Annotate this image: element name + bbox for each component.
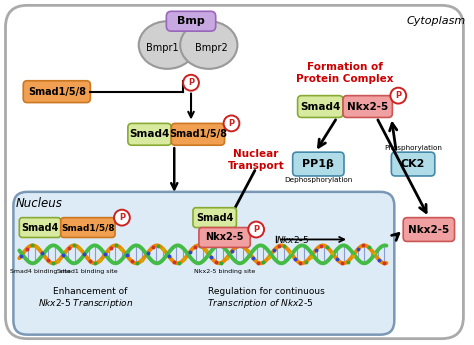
Text: Smad4: Smad4 — [196, 213, 233, 223]
Circle shape — [248, 221, 264, 237]
Text: P: P — [228, 119, 235, 128]
Text: Smad4: Smad4 — [129, 129, 170, 139]
Circle shape — [224, 116, 239, 131]
FancyBboxPatch shape — [298, 96, 343, 117]
FancyBboxPatch shape — [13, 192, 394, 335]
Text: Nkx2-5 binding site: Nkx2-5 binding site — [194, 269, 255, 274]
FancyBboxPatch shape — [193, 208, 237, 228]
Text: P: P — [188, 78, 194, 87]
Text: P: P — [253, 225, 259, 234]
Text: $Nkx2$-$5$ Transcription: $Nkx2$-$5$ Transcription — [38, 297, 133, 310]
Text: Smad4: Smad4 — [21, 223, 59, 233]
FancyBboxPatch shape — [292, 152, 344, 176]
Text: $Nkx2$-$5$: $Nkx2$-$5$ — [276, 234, 310, 245]
Text: P: P — [119, 213, 125, 222]
Text: Smad1/5/8: Smad1/5/8 — [28, 87, 86, 97]
Ellipse shape — [180, 21, 237, 69]
FancyBboxPatch shape — [343, 96, 392, 117]
Text: Enhancement of: Enhancement of — [53, 287, 128, 296]
FancyBboxPatch shape — [6, 6, 464, 339]
Text: P: P — [395, 91, 401, 100]
Text: Nuclear
Transport: Nuclear Transport — [228, 149, 284, 171]
FancyBboxPatch shape — [171, 124, 225, 145]
Text: Smad1 binding site: Smad1 binding site — [57, 269, 118, 274]
Text: Dephosphorylation: Dephosphorylation — [284, 177, 353, 183]
Text: Bmpr1: Bmpr1 — [146, 43, 179, 53]
Text: Formation of
Protein Complex: Formation of Protein Complex — [296, 62, 394, 83]
Ellipse shape — [139, 21, 196, 69]
Text: Nucleus: Nucleus — [16, 197, 63, 210]
Text: Smad1/5/8: Smad1/5/8 — [61, 223, 115, 232]
Text: CK2: CK2 — [401, 159, 425, 169]
FancyBboxPatch shape — [23, 81, 91, 102]
FancyBboxPatch shape — [403, 218, 455, 241]
Text: Bmpr2: Bmpr2 — [195, 43, 228, 53]
FancyBboxPatch shape — [61, 218, 115, 237]
Text: PP1β: PP1β — [302, 159, 334, 169]
FancyBboxPatch shape — [166, 11, 216, 31]
FancyBboxPatch shape — [392, 152, 435, 176]
Text: Nkx2-5: Nkx2-5 — [205, 233, 244, 243]
Circle shape — [114, 210, 130, 226]
FancyBboxPatch shape — [128, 124, 171, 145]
Text: Nkx2-5: Nkx2-5 — [347, 101, 388, 111]
Text: Smad1/5/8: Smad1/5/8 — [169, 129, 227, 139]
Circle shape — [391, 88, 406, 103]
FancyBboxPatch shape — [19, 218, 61, 237]
Text: Cytoplasm: Cytoplasm — [406, 16, 465, 26]
Text: Regulation for continuous: Regulation for continuous — [208, 287, 324, 296]
Text: Smad4: Smad4 — [300, 101, 340, 111]
Text: Smad4 binding site: Smad4 binding site — [9, 269, 71, 274]
Text: Transcription of $Nkx2$-$5$: Transcription of $Nkx2$-$5$ — [207, 297, 313, 310]
Text: Bmp: Bmp — [177, 16, 205, 26]
FancyBboxPatch shape — [199, 228, 250, 247]
Text: Phosphorylation: Phosphorylation — [384, 145, 442, 151]
Text: Nkx2-5: Nkx2-5 — [408, 225, 449, 235]
Circle shape — [183, 75, 199, 91]
